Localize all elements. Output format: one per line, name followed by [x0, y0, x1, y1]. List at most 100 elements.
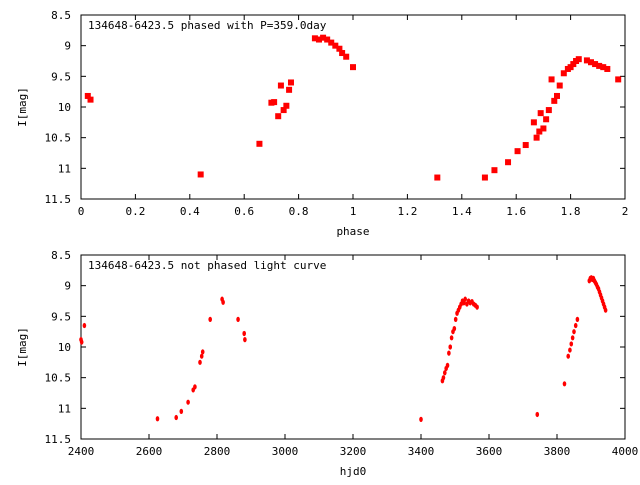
data-point	[197, 171, 204, 178]
data-point	[84, 92, 91, 99]
data-point	[604, 65, 611, 72]
data-point	[324, 36, 331, 43]
data-point	[537, 110, 544, 117]
data-points	[84, 34, 622, 181]
data-point	[283, 102, 290, 109]
data-point	[320, 34, 327, 41]
data-point	[339, 50, 346, 57]
y-tick-label: 9	[64, 40, 71, 53]
data-point	[570, 335, 575, 341]
data-point	[573, 322, 578, 329]
data-point	[560, 70, 567, 77]
data-point	[445, 362, 450, 368]
data-point	[287, 79, 294, 86]
data-point	[588, 59, 594, 66]
data-point	[208, 316, 212, 322]
data-point	[82, 322, 87, 329]
data-point	[530, 119, 537, 126]
phased-light-curve-panel: 0 0.2 0.4 0.6 0.8 1 1.2 1.4 1.6 1.8 2 8.5 9 9.5 10 10.5…	[16, 9, 628, 238]
data-point	[536, 128, 543, 135]
data-point	[463, 296, 468, 302]
data-point	[343, 53, 350, 60]
data-point	[567, 64, 574, 71]
data-point	[186, 399, 190, 405]
chart-title: 134648-6423.5 phased with P=359.0day	[88, 19, 327, 32]
x-tick-label: 0	[78, 205, 85, 218]
data-point	[271, 99, 278, 106]
plot-frame	[80, 254, 626, 440]
x-tick-label: 2	[622, 205, 629, 218]
data-point	[434, 174, 441, 181]
data-point	[221, 299, 225, 305]
data-point	[199, 353, 204, 359]
x-tick-label: 3000	[272, 445, 299, 458]
data-point	[277, 82, 284, 89]
unphased-light-curve-panel: 2400 2600 2800 3000 3200 3400 3600 3800 4000 8.5 9…	[16, 249, 638, 478]
data-point	[572, 329, 576, 335]
x-tick-label: 1.8	[561, 205, 581, 218]
data-point	[522, 142, 529, 149]
x-tick-label: 2800	[204, 445, 231, 458]
data-point	[554, 92, 560, 99]
chart-title: 134648-6423.5 not phased light curve	[88, 259, 326, 272]
data-point	[556, 82, 563, 89]
data-point	[570, 61, 577, 68]
data-point	[491, 167, 498, 174]
data-point	[551, 97, 558, 104]
data-point	[275, 113, 282, 120]
data-point	[441, 375, 446, 381]
data-point	[332, 42, 339, 49]
data-point	[449, 335, 454, 341]
y-tick-label: 11	[58, 162, 71, 175]
data-point	[87, 96, 94, 103]
x-tick-label: 3200	[340, 445, 367, 458]
y-tick-label: 9	[64, 280, 71, 293]
x-tick-label: 2400	[68, 445, 95, 458]
y-tick-label: 9.5	[51, 70, 71, 83]
data-point	[475, 304, 479, 310]
y-tick-label: 8.5	[51, 9, 71, 22]
data-point	[198, 359, 202, 365]
data-point	[540, 125, 547, 132]
x-tick-label: 1.4	[452, 205, 472, 218]
data-point	[174, 414, 178, 421]
data-point	[242, 330, 246, 337]
data-points	[79, 275, 608, 422]
x-tick-label: 0.2	[125, 205, 145, 218]
y-tick-label: 9.5	[51, 310, 71, 323]
data-point	[566, 353, 571, 359]
data-point	[596, 62, 603, 69]
x-tick-label: 3600	[476, 445, 503, 458]
data-point	[452, 326, 457, 332]
data-point	[600, 64, 607, 71]
data-point	[328, 39, 335, 46]
data-point	[481, 174, 488, 181]
data-point	[533, 134, 540, 141]
data-point	[256, 140, 263, 147]
x-tick-label: 1.6	[506, 205, 526, 218]
data-point	[568, 347, 572, 353]
data-point	[603, 307, 608, 313]
data-point	[286, 86, 293, 93]
data-point	[236, 316, 240, 322]
data-point	[448, 344, 453, 350]
y-axis-label: I[mag]	[16, 87, 29, 127]
data-point	[453, 316, 458, 322]
y-tick-label: 11.5	[45, 193, 72, 206]
x-tick-label: 0.8	[289, 205, 309, 218]
y-tick-label: 10	[58, 341, 71, 354]
data-point	[545, 107, 552, 114]
data-point	[443, 370, 447, 376]
data-point	[592, 61, 599, 68]
data-point	[548, 76, 555, 83]
data-point	[179, 408, 184, 414]
data-point	[575, 316, 580, 322]
x-tick-label: 4000	[612, 445, 639, 458]
x-tick-label: 0.6	[234, 205, 254, 218]
data-point	[193, 384, 197, 390]
data-point	[535, 411, 540, 418]
data-point	[155, 416, 160, 422]
y-tick-label: 11	[58, 402, 71, 415]
